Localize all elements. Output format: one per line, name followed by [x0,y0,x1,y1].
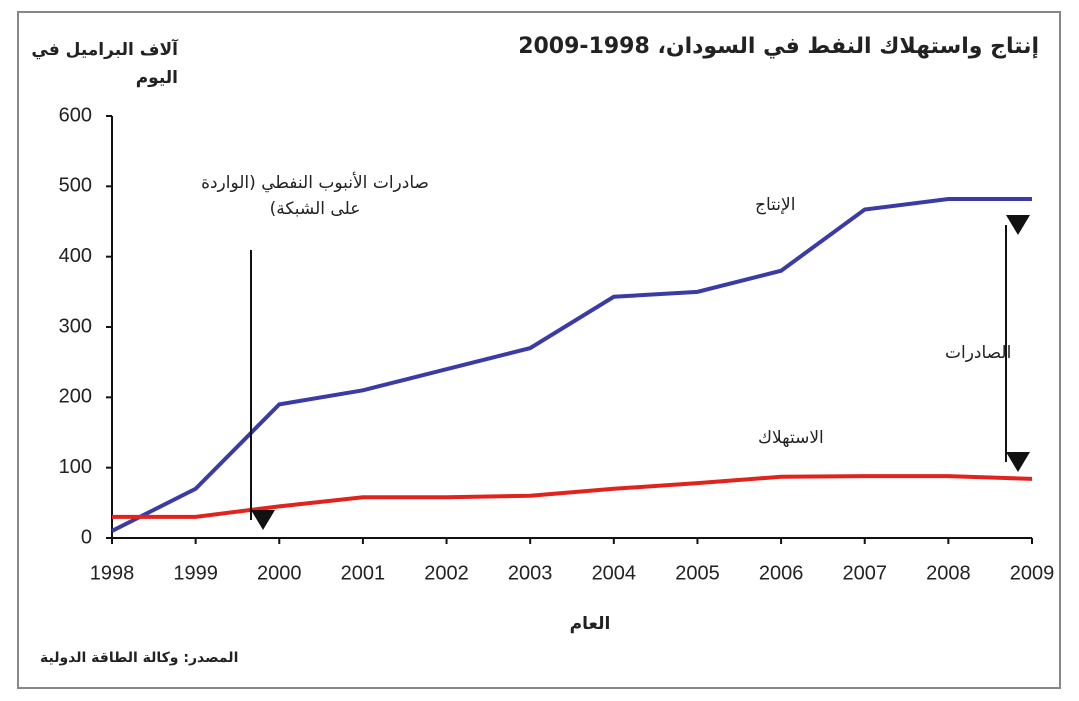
x-tick-label: 2008 [926,562,971,584]
series-line [111,196,1032,533]
y-axis-label: آلاف البراميل في اليوم [31,40,178,88]
x-tick-label: 2005 [675,562,720,584]
x-tick-label: 2000 [257,562,302,584]
series-label: الإنتاج [755,195,796,215]
x-tick-label: 2009 [1010,562,1055,584]
x-tick-label: 1999 [173,562,218,584]
x-tick-label: 2007 [842,562,887,584]
y-tick-label: 300 [59,315,92,337]
annotation: الصادرات [945,343,1012,363]
x-tick-label: 2002 [424,562,469,584]
y-tick-label: 400 [59,245,92,267]
x-axis-label: العام [569,614,611,634]
chart-title: إنتاج واستهلاك النفط في السودان، 1998-20… [518,34,1039,59]
y-tick-label: 100 [59,456,92,478]
series-line [112,474,1033,519]
x-tick-label: 1998 [90,562,135,584]
y-tick-label: 600 [59,104,92,126]
y-tick-label: 0 [81,526,92,548]
x-tick-label: 2003 [508,562,553,584]
x-tick-label: 2004 [592,562,637,584]
x-tick-label: 2006 [759,562,804,584]
series-label: الاستهلاك [758,428,824,448]
frame [17,11,1061,689]
annotation: صادرات الأنبوب النفطي (الواردة على الشبك… [201,173,429,219]
x-tick-label: 2001 [341,562,386,584]
source: المصدر: وكالة الطاقة الدولية [40,650,239,666]
y-tick-label: 500 [59,175,92,197]
y-tick-label: 200 [59,386,92,408]
